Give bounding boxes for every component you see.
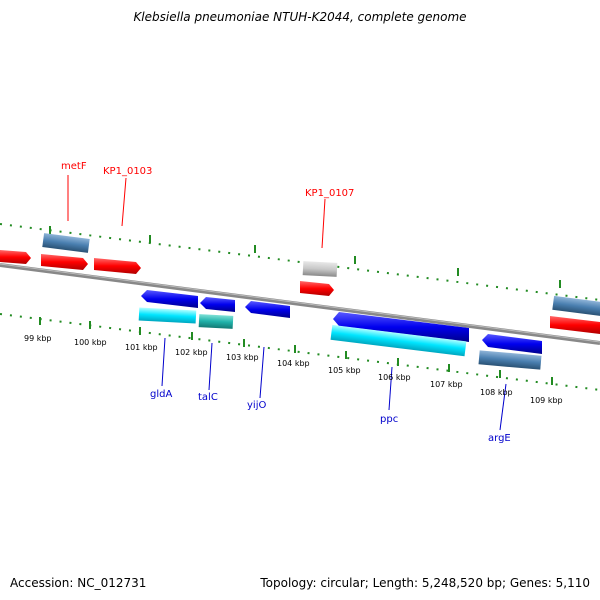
lower-major-ticks — [39, 317, 553, 385]
cds-arrow[interactable] — [0, 250, 31, 264]
tick-label: 101 kbp — [125, 343, 158, 352]
genome-backbone — [0, 263, 600, 345]
gene-label-metF[interactable]: metF — [61, 161, 87, 172]
tick-label: 108 kbp — [480, 388, 513, 397]
feature-block[interactable] — [138, 307, 197, 324]
cds-arrow[interactable] — [300, 281, 334, 296]
upper-tick-track — [0, 223, 600, 301]
feature-block[interactable] — [42, 233, 90, 253]
cds-arrow[interactable] — [94, 258, 141, 274]
feature-block[interactable] — [552, 295, 600, 317]
top-gene-labels: metF KP1_0103 KP1_0107 — [61, 161, 354, 249]
gene-label-talC[interactable]: talC — [198, 392, 218, 403]
cds-arrow[interactable] — [482, 334, 542, 354]
cds-arrow[interactable] — [141, 290, 198, 308]
gene-label-KP1_0107[interactable]: KP1_0107 — [305, 188, 354, 199]
bottom-gene-labels: gldA talC yijO ppc argE — [150, 337, 511, 444]
upper-major-ticks — [49, 226, 561, 288]
cds-arrow[interactable] — [245, 301, 290, 318]
feature-block[interactable] — [478, 350, 542, 370]
tick-label: 99 kbp — [24, 334, 52, 343]
gene-label-argE[interactable]: argE — [488, 433, 511, 444]
gene-label-KP1_0103[interactable]: KP1_0103 — [103, 166, 152, 177]
cds-arrow[interactable] — [41, 254, 88, 270]
tick-label: 109 kbp — [530, 396, 563, 405]
tick-label: 103 kbp — [226, 353, 259, 362]
gene-label-yijO[interactable]: yijO — [247, 400, 266, 411]
tick-label: 104 kbp — [277, 359, 310, 368]
tick-label: 106 kbp — [378, 373, 411, 382]
cds-arrow[interactable] — [200, 297, 235, 312]
tick-label: 102 kbp — [175, 348, 208, 357]
feature-block[interactable] — [330, 324, 467, 357]
genome-title: Klebsiella pneumoniae NTUH-K2044, comple… — [133, 10, 467, 24]
lower-tick-track — [0, 313, 600, 391]
cds-arrow[interactable] — [333, 312, 469, 342]
feature-block[interactable] — [198, 314, 234, 329]
genome-summary-text: Topology: circular; Length: 5,248,520 bp… — [260, 576, 590, 590]
tick-label: 100 kbp — [74, 338, 107, 347]
gene-label-gldA[interactable]: gldA — [150, 389, 172, 400]
cds-arrow[interactable] — [550, 316, 600, 334]
accession-text: Accession: NC_012731 — [10, 576, 147, 590]
reverse-features — [138, 290, 542, 370]
kbp-tick-labels: 99 kbp 100 kbp 101 kbp 102 kbp 103 kbp 1… — [24, 334, 563, 405]
tick-label: 105 kbp — [328, 366, 361, 375]
gene-label-ppc[interactable]: ppc — [380, 414, 398, 425]
tick-label: 107 kbp — [430, 380, 463, 389]
feature-block[interactable] — [302, 261, 338, 277]
forward-features — [0, 233, 600, 334]
